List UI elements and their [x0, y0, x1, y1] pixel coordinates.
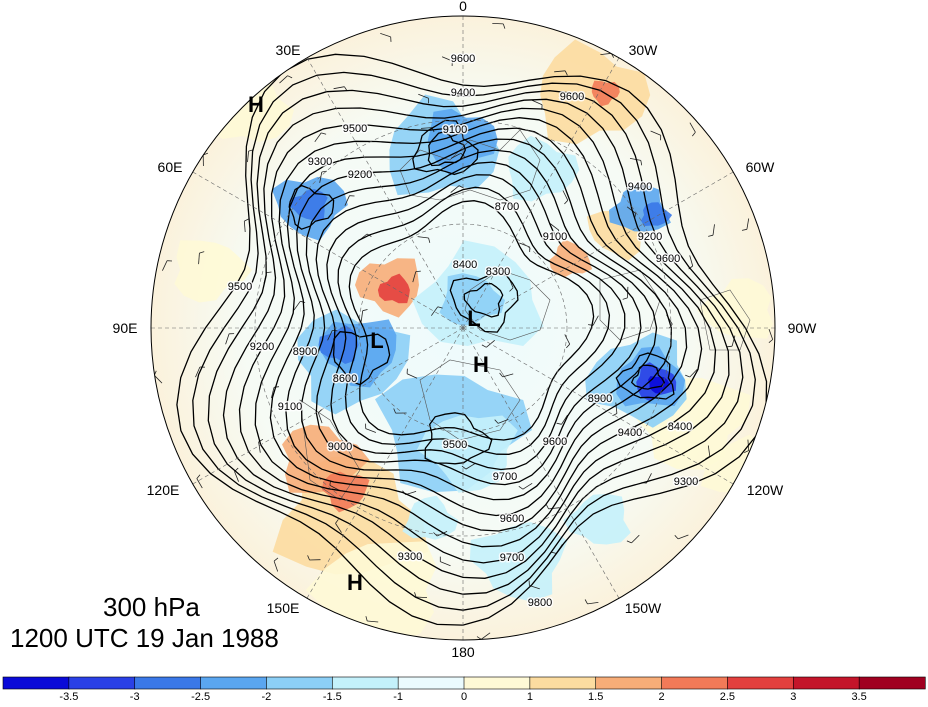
- colorbar-tick-label: 2.5: [720, 691, 735, 702]
- pressure-center-H: H: [248, 92, 264, 117]
- colorbar: -3.5 -3 -2.5 -2 -1.5 -1 0 1 1.5 2 2.5 3 3.5: [3, 677, 925, 702]
- contour-label: 9400: [628, 181, 652, 193]
- contour-label: 9700: [500, 552, 524, 564]
- longitude-label: 30W: [629, 42, 659, 58]
- contour-label: 9200: [250, 341, 274, 353]
- colorbar-box: [530, 677, 596, 689]
- pressure-level-caption: 300 hPa: [103, 592, 200, 622]
- longitude-label: 60W: [746, 159, 776, 175]
- contour-label: 9100: [543, 231, 567, 243]
- contour-label: 9600: [560, 91, 584, 103]
- longitude-label: 120E: [147, 482, 180, 498]
- contour-label: 9600: [656, 253, 680, 265]
- longitude-label: 90W: [788, 320, 818, 336]
- contour-label: 9200: [348, 169, 372, 181]
- contour-label: 9100: [443, 124, 467, 136]
- longitude-label: 120W: [747, 482, 784, 498]
- contour-label: 9600: [451, 53, 475, 65]
- colorbar-box: [201, 677, 267, 689]
- pressure-center-H: H: [473, 352, 489, 377]
- longitude-label: 150W: [625, 600, 662, 616]
- longitude-label: 90E: [113, 320, 138, 336]
- colorbar-box: [266, 677, 332, 689]
- contour-label: 9600: [500, 513, 524, 525]
- colorbar-tick-label: 2: [659, 691, 665, 702]
- colorbar-box: [69, 677, 135, 689]
- contour-label: 9200: [638, 231, 662, 243]
- pressure-center-L: L: [370, 328, 383, 353]
- contour-label: 8600: [333, 373, 357, 385]
- colorbar-tick-label: 3.5: [851, 691, 866, 702]
- contour-label: 8300: [486, 266, 510, 278]
- longitude-label: 0: [459, 0, 467, 14]
- colorbar-tick-label: -2: [262, 691, 272, 702]
- colorbar-boxes: [3, 677, 925, 689]
- valid-time-caption: 1200 UTC 19 Jan 1988: [10, 623, 279, 653]
- longitude-label: 180: [451, 644, 475, 660]
- colorbar-box: [596, 677, 662, 689]
- colorbar-box: [662, 677, 728, 689]
- contour-label: 9700: [493, 471, 517, 483]
- colorbar-box: [398, 677, 464, 689]
- contour-label: 9500: [343, 123, 367, 135]
- longitude-label: 30E: [276, 42, 301, 58]
- colorbar-box: [464, 677, 530, 689]
- contour-label: 9800: [528, 597, 552, 609]
- contour-label: 9300: [308, 156, 332, 168]
- contour-label: 9100: [278, 401, 302, 413]
- colorbar-box: [859, 677, 925, 689]
- contour-label: 9600: [543, 436, 567, 448]
- longitude-label: 150E: [267, 600, 300, 616]
- colorbar-tick-label: -2.5: [191, 691, 210, 702]
- contour-label: 9300: [674, 476, 698, 488]
- colorbar-box: [332, 677, 398, 689]
- map-disk: [151, 16, 775, 644]
- colorbar-tick-label: -3.5: [59, 691, 78, 702]
- colorbar-tick-label: -1.5: [323, 691, 342, 702]
- colorbar-box: [3, 677, 69, 689]
- colorbar-tick-label: 3: [790, 691, 796, 702]
- colorbar-box: [727, 677, 793, 689]
- colorbar-labels: -3.5 -3 -2.5 -2 -1.5 -1 0 1 1.5 2 2.5 3 3.5: [59, 691, 866, 702]
- colorbar-tick-label: -3: [130, 691, 140, 702]
- contour-label: 8400: [668, 421, 692, 433]
- contour-label: 8900: [293, 346, 317, 358]
- colorbar-tick-label: 0: [461, 691, 467, 702]
- contour-label: 9400: [618, 427, 642, 439]
- contour-label: 8700: [495, 201, 519, 213]
- colorbar-tick-label: 1: [527, 691, 533, 702]
- contour-label: 8400: [453, 259, 477, 271]
- contour-label: 8900: [588, 393, 612, 405]
- contour-label: 9300: [398, 551, 422, 563]
- contour-label: 9000: [328, 441, 352, 453]
- contour-label: 9400: [451, 87, 475, 99]
- pressure-center-H: H: [347, 570, 363, 595]
- colorbar-box: [793, 677, 859, 689]
- contour-label: 9500: [228, 281, 252, 293]
- pressure-center-L: L: [467, 306, 480, 331]
- longitude-label: 60E: [158, 159, 183, 175]
- contour-label: 9500: [443, 439, 467, 451]
- colorbar-box: [135, 677, 201, 689]
- colorbar-tick-label: -1: [393, 691, 403, 702]
- colorbar-tick-label: 1.5: [588, 691, 603, 702]
